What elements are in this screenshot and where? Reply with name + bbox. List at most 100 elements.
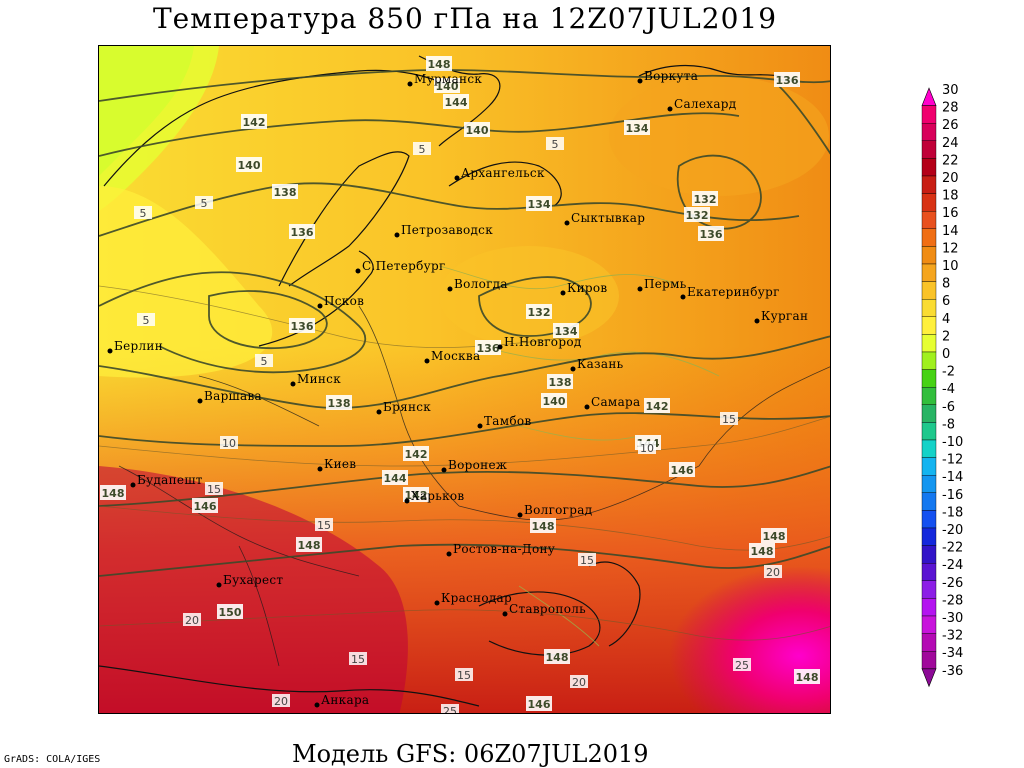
scale-swatch bbox=[921, 281, 937, 300]
height-label: 136 bbox=[698, 226, 724, 241]
isotherm-label: 15 bbox=[205, 482, 223, 496]
svg-text:134: 134 bbox=[626, 122, 649, 135]
city-marker: С.Петербург bbox=[355, 259, 446, 274]
city-marker: Казань bbox=[570, 357, 623, 372]
isotherm-labels: 5 5 5 5 5 5 10 10 15 15 15 15 15 20 20 20 25 25 20 15 bbox=[134, 137, 782, 714]
height-label: 134 bbox=[624, 120, 650, 135]
isotherm-label: 20 bbox=[272, 694, 290, 708]
svg-text:148: 148 bbox=[298, 539, 321, 552]
svg-text:146: 146 bbox=[528, 698, 551, 711]
svg-text:138: 138 bbox=[328, 397, 351, 410]
scale-label: 16 bbox=[942, 206, 959, 221]
balkan-warm-area bbox=[99, 466, 408, 713]
svg-text:150: 150 bbox=[219, 606, 242, 619]
svg-text:136: 136 bbox=[291, 226, 314, 239]
scale-swatch bbox=[921, 246, 937, 265]
scale-swatch bbox=[921, 457, 937, 476]
scale-swatch bbox=[921, 475, 937, 494]
svg-text:Пермь: Пермь bbox=[644, 277, 687, 291]
svg-text:15: 15 bbox=[580, 554, 594, 567]
scale-cap-bottom bbox=[921, 668, 937, 688]
isotherm-label: 20 bbox=[570, 675, 588, 689]
svg-text:Киев: Киев bbox=[324, 457, 356, 471]
height-label: 148 bbox=[761, 528, 787, 543]
scale-label: -4 bbox=[942, 382, 955, 397]
height-label: 148 bbox=[426, 56, 452, 71]
scale-swatch bbox=[921, 298, 937, 317]
scale-swatch bbox=[921, 351, 937, 370]
svg-text:136: 136 bbox=[291, 320, 314, 333]
scale-label: -10 bbox=[942, 435, 963, 450]
scale-label: 22 bbox=[942, 153, 959, 168]
scale-swatch bbox=[921, 615, 937, 634]
svg-text:15: 15 bbox=[457, 669, 471, 682]
height-label: 142 bbox=[644, 398, 670, 413]
svg-text:132: 132 bbox=[528, 306, 551, 319]
isotherm-label: 15 bbox=[720, 412, 738, 426]
svg-text:136: 136 bbox=[700, 228, 723, 241]
height-label: 142 bbox=[403, 487, 429, 502]
svg-text:148: 148 bbox=[532, 520, 555, 533]
height-label: 148 bbox=[530, 518, 556, 533]
height-label: 136 bbox=[289, 224, 315, 239]
city-marker: Будапешт bbox=[130, 473, 202, 488]
svg-text:5: 5 bbox=[201, 197, 208, 210]
isotherm-label: 15 bbox=[578, 553, 596, 567]
svg-text:15: 15 bbox=[722, 413, 736, 426]
svg-text:15: 15 bbox=[207, 483, 221, 496]
svg-text:136: 136 bbox=[477, 342, 500, 355]
scale-label: -6 bbox=[942, 400, 955, 415]
scale-swatch bbox=[921, 123, 937, 142]
scale-label: 30 bbox=[942, 83, 959, 98]
height-labels: 148 140 144 140 142 140 138 136 136 132 134 136 134 1… bbox=[100, 56, 820, 711]
svg-text:142: 142 bbox=[405, 448, 428, 461]
scale-swatch bbox=[921, 439, 937, 458]
city-marker: Самара bbox=[584, 395, 640, 410]
city-marker: Курган bbox=[754, 309, 808, 324]
isotherm-label: 20 bbox=[764, 565, 782, 579]
scale-label: -8 bbox=[942, 417, 955, 432]
svg-text:Берлин: Берлин bbox=[114, 339, 163, 353]
city-marker: Воронеж bbox=[441, 458, 507, 473]
isotherm-label: 5 bbox=[255, 354, 273, 368]
scale-swatch bbox=[921, 580, 937, 599]
svg-text:25: 25 bbox=[443, 705, 457, 714]
height-label: 134 bbox=[553, 323, 579, 338]
temperature-map[interactable]: 148 140 144 140 142 140 138 136 136 132 134 136 134 1… bbox=[98, 45, 831, 714]
svg-text:10: 10 bbox=[222, 437, 236, 450]
isotherm-label: 5 bbox=[546, 137, 564, 151]
city-marker: Салехард bbox=[667, 97, 736, 112]
svg-text:15: 15 bbox=[351, 653, 365, 666]
svg-text:Сыктывкар: Сыктывкар bbox=[571, 211, 645, 225]
city-marker: Архангельск bbox=[454, 166, 545, 181]
scale-swatch bbox=[921, 527, 937, 546]
height-label: 150 bbox=[217, 604, 243, 619]
svg-text:Самара: Самара bbox=[591, 395, 640, 409]
svg-text:5: 5 bbox=[419, 143, 426, 156]
svg-text:Москва: Москва bbox=[431, 349, 480, 363]
city-marker: Волгоград bbox=[517, 503, 592, 518]
isotherm-label: 5 bbox=[195, 196, 213, 210]
scale-label: 8 bbox=[942, 277, 950, 292]
city-marker: Киров bbox=[560, 281, 607, 296]
scale-swatch bbox=[921, 193, 937, 212]
scale-label: -18 bbox=[942, 505, 963, 520]
scale-swatch bbox=[921, 492, 937, 511]
svg-text:142: 142 bbox=[243, 116, 266, 129]
scale-label: -12 bbox=[942, 453, 963, 468]
height-label: 140 bbox=[236, 157, 262, 172]
svg-text:С.Петербург: С.Петербург bbox=[362, 259, 446, 273]
scale-label: -22 bbox=[942, 541, 963, 556]
scale-cap-top bbox=[921, 87, 937, 106]
city-marker: Краснодар bbox=[434, 591, 512, 606]
scale-label: -34 bbox=[942, 646, 963, 661]
svg-text:5: 5 bbox=[552, 138, 559, 151]
isotherm-label: 10 bbox=[638, 441, 656, 455]
scale-label: -26 bbox=[942, 576, 963, 591]
svg-text:5: 5 bbox=[143, 314, 150, 327]
svg-text:15: 15 bbox=[317, 519, 331, 532]
country-borders bbox=[118, 305, 830, 667]
svg-text:Харьков: Харьков bbox=[411, 489, 465, 503]
central-low-area bbox=[439, 246, 619, 346]
height-label: 148 bbox=[794, 669, 820, 684]
